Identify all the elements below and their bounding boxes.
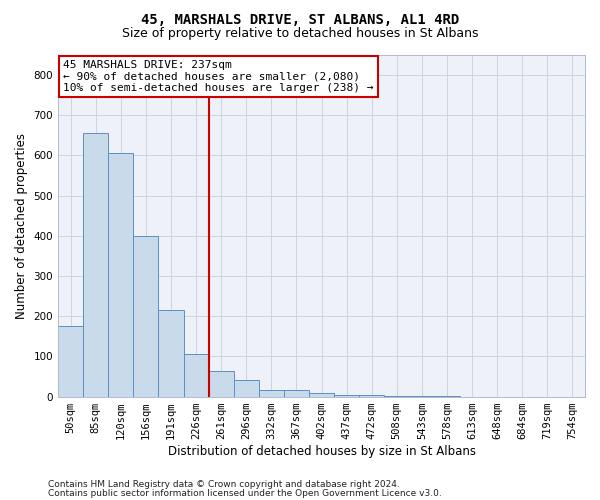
Bar: [184, 354, 209, 397]
Bar: [209, 372, 233, 396]
Bar: [334, 394, 359, 396]
Bar: [108, 152, 133, 396]
Text: 45 MARSHALS DRIVE: 237sqm
← 90% of detached houses are smaller (2,080)
10% of se: 45 MARSHALS DRIVE: 237sqm ← 90% of detac…: [64, 60, 374, 94]
Bar: [133, 236, 158, 396]
Text: Contains public sector information licensed under the Open Government Licence v3: Contains public sector information licen…: [48, 488, 442, 498]
Bar: [58, 326, 83, 396]
Text: 45, MARSHALS DRIVE, ST ALBANS, AL1 4RD: 45, MARSHALS DRIVE, ST ALBANS, AL1 4RD: [141, 12, 459, 26]
Bar: [259, 390, 284, 396]
Text: Size of property relative to detached houses in St Albans: Size of property relative to detached ho…: [122, 28, 478, 40]
Bar: [309, 394, 334, 396]
Bar: [158, 310, 184, 396]
Bar: [83, 134, 108, 396]
Text: Contains HM Land Registry data © Crown copyright and database right 2024.: Contains HM Land Registry data © Crown c…: [48, 480, 400, 489]
X-axis label: Distribution of detached houses by size in St Albans: Distribution of detached houses by size …: [167, 444, 476, 458]
Bar: [284, 390, 309, 396]
Bar: [233, 380, 259, 396]
Y-axis label: Number of detached properties: Number of detached properties: [15, 133, 28, 319]
